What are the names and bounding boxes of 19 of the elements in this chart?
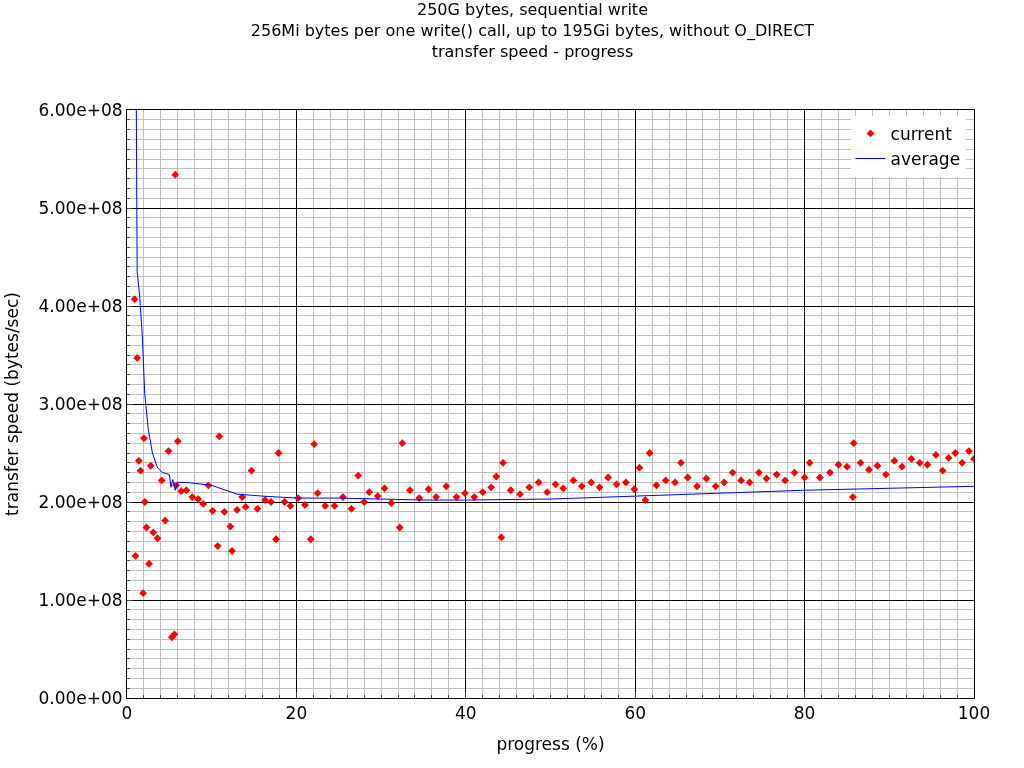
x-tick-label: 0 <box>121 703 133 724</box>
y-tick-label: 6.00e+08 <box>38 99 123 120</box>
x-tick-label: 20 <box>285 703 308 724</box>
x-tick-label: 80 <box>793 703 816 724</box>
y-tick-label: 1.00e+08 <box>38 589 123 610</box>
x-tick-label: 40 <box>454 703 477 724</box>
chart-title: 250G bytes, sequential write <box>416 0 648 20</box>
legend-label: average <box>890 149 961 170</box>
x-axis-title: progress (%) <box>496 733 605 754</box>
chart-subtitle: 256Mi bytes per one write() call, up to 195Gi bytes, without O_DIRECT transfer speed - progress <box>250 21 815 61</box>
x-tick-label: 100 <box>957 703 991 724</box>
y-tick-label: 5.00e+08 <box>38 197 123 218</box>
y-tick-label: 4.00e+08 <box>38 295 123 316</box>
y-tick-label: 0.00e+00 <box>38 687 123 708</box>
legend-label: current <box>890 124 953 145</box>
y-tick-label: 2.00e+08 <box>38 491 123 512</box>
y-axis-title: transfer speed (bytes/sec) <box>1 292 22 516</box>
x-tick-label: 60 <box>624 703 647 724</box>
y-tick-label: 3.00e+08 <box>38 393 123 414</box>
